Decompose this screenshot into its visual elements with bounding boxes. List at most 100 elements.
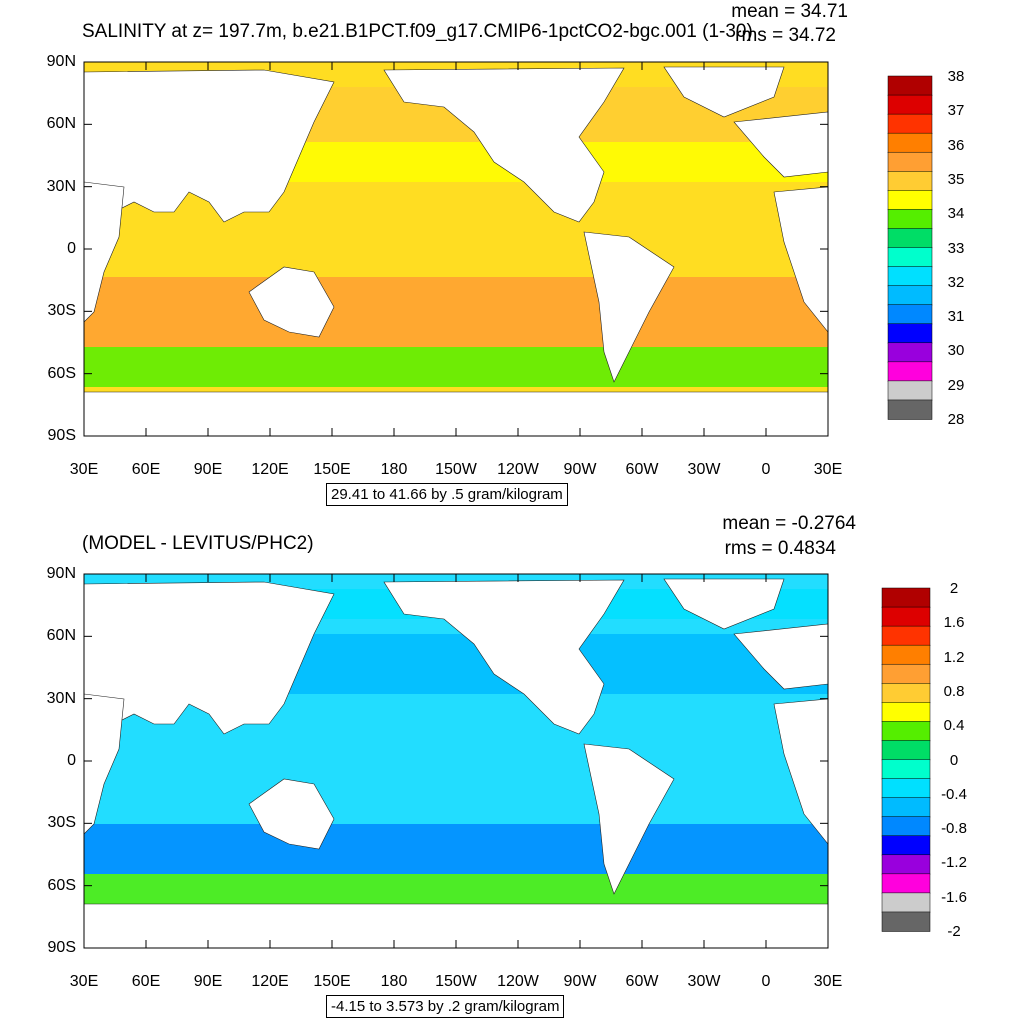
land-mask xyxy=(383,67,625,223)
x-tick-label: 150E xyxy=(313,973,351,990)
field-band xyxy=(84,874,828,904)
land-mask xyxy=(583,231,675,383)
colorbar-label: 32 xyxy=(947,273,965,291)
colorbar-label: 34 xyxy=(947,205,965,223)
map-title: (MODEL - LEVITUS/PHC2) xyxy=(82,533,314,554)
land-mask xyxy=(663,66,785,118)
colorbar-swatch xyxy=(881,702,931,723)
x-tick-label: 90E xyxy=(193,973,223,990)
y-tick-label: 30S xyxy=(47,814,76,832)
rms-label: rms = 34.72 xyxy=(735,25,836,46)
colorbar-label: 0 xyxy=(949,751,959,769)
colorbar-swatch xyxy=(887,266,933,287)
field-band xyxy=(84,824,828,874)
colorbar-swatch xyxy=(881,816,931,837)
colorbar-label: 31 xyxy=(947,308,965,326)
x-tick-label: 60W xyxy=(625,461,659,478)
land-mask xyxy=(733,623,829,690)
x-tick-label: 30E xyxy=(69,461,99,478)
land-mask xyxy=(773,698,829,845)
colorbar-label: 29 xyxy=(947,376,965,394)
x-tick-label: 120E xyxy=(251,973,289,990)
colorbar-label: 1.6 xyxy=(943,614,965,632)
x-tick-label: 30E xyxy=(69,973,99,990)
colorbar-swatch xyxy=(887,75,933,96)
y-tick-label: 30N xyxy=(46,177,76,195)
land-mask xyxy=(248,266,335,338)
colorbar-label: -0.8 xyxy=(941,820,967,838)
colorbar-swatch xyxy=(887,151,933,173)
colorbar-swatch xyxy=(881,835,931,856)
x-tick-label: 0 xyxy=(761,973,771,990)
contour-range-box: 29.41 to 41.66 by .5 gram/kilogram xyxy=(326,483,568,506)
colorbar-swatch xyxy=(887,228,933,249)
colorbar-swatch xyxy=(887,132,933,153)
contour-range-box: -4.15 to 3.573 by .2 gram/kilogram xyxy=(326,995,565,1018)
y-tick-label: 60S xyxy=(47,876,76,894)
rms-label: rms = 0.4834 xyxy=(724,538,836,559)
colorbar-label: -1.2 xyxy=(941,854,967,872)
x-tick-label: 0 xyxy=(761,461,771,478)
land-mask xyxy=(383,579,625,735)
colorbar-swatch xyxy=(887,380,933,401)
colorbar-swatch xyxy=(887,285,933,306)
colorbar-swatch xyxy=(881,892,931,913)
colorbar-swatch xyxy=(887,94,933,115)
colorbar-label: 28 xyxy=(947,411,965,428)
colorbar-label: 2 xyxy=(949,580,959,597)
x-tick-label: 30E xyxy=(813,461,843,478)
colorbar-label: 35 xyxy=(947,170,965,188)
colorbar-swatch xyxy=(881,873,931,894)
x-tick-label: 150E xyxy=(313,461,351,478)
colorbar-swatch xyxy=(881,644,931,665)
colorbar-swatch xyxy=(887,323,933,344)
colorbar-swatch xyxy=(881,587,931,608)
colorbar-swatch xyxy=(881,625,931,646)
colorbar-swatch xyxy=(887,399,933,420)
y-tick-label: 90N xyxy=(46,53,76,70)
colorbar-swatch xyxy=(887,342,933,363)
y-tick-label: 60S xyxy=(47,364,76,382)
colorbar-swatch xyxy=(887,209,933,230)
x-tick-label: 60E xyxy=(131,461,161,478)
x-tick-label: 60E xyxy=(131,973,161,990)
colorbar-swatch xyxy=(881,740,931,761)
land-mask xyxy=(733,111,829,178)
colorbar-label: 38 xyxy=(947,68,965,85)
field-band xyxy=(84,347,828,387)
x-tick-label: 90W xyxy=(563,461,597,478)
field-band xyxy=(84,277,828,347)
map-title: SALINITY at z= 197.7m, b.e21.B1PCT.f09_g… xyxy=(82,21,753,42)
x-tick-label: 30W xyxy=(687,461,721,478)
colorbar-swatch xyxy=(881,663,931,685)
land-mask xyxy=(663,578,785,630)
y-tick-label: 90N xyxy=(46,565,76,582)
y-tick-label: 90S xyxy=(47,939,76,956)
y-tick-label: 60N xyxy=(46,115,76,133)
colorbar-swatch xyxy=(881,683,931,704)
x-tick-label: 180 xyxy=(380,461,408,478)
mean-label: mean = -0.2764 xyxy=(722,513,856,534)
colorbar-swatch xyxy=(887,171,933,192)
salinity-map-panel: SALINITY at z= 197.7m, b.e21.B1PCT.f09_g… xyxy=(46,1,965,506)
colorbar-swatch xyxy=(887,304,933,325)
colorbar-label: 30 xyxy=(947,342,965,360)
difference-map-panel: (MODEL - LEVITUS/PHC2) mean = -0.2764 rm… xyxy=(0,512,1024,1024)
x-tick-label: 120W xyxy=(497,973,539,990)
colorbar-swatch xyxy=(881,721,931,742)
colorbar-label: 37 xyxy=(947,102,965,120)
colorbar xyxy=(887,75,933,420)
colorbar-label: 33 xyxy=(947,239,965,257)
map-plot xyxy=(83,573,829,949)
colorbar-label: -2 xyxy=(947,923,961,940)
map-plot xyxy=(83,61,829,437)
colorbar-swatch xyxy=(881,854,931,875)
colorbar-swatch xyxy=(881,606,931,627)
colorbar-swatch xyxy=(881,911,931,932)
mean-label: mean = 34.71 xyxy=(731,1,848,22)
colorbar-swatch xyxy=(887,113,933,134)
colorbar xyxy=(881,587,931,932)
land-mask xyxy=(583,743,675,895)
y-tick-label: 60N xyxy=(46,627,76,645)
y-tick-label: 30N xyxy=(46,689,76,707)
